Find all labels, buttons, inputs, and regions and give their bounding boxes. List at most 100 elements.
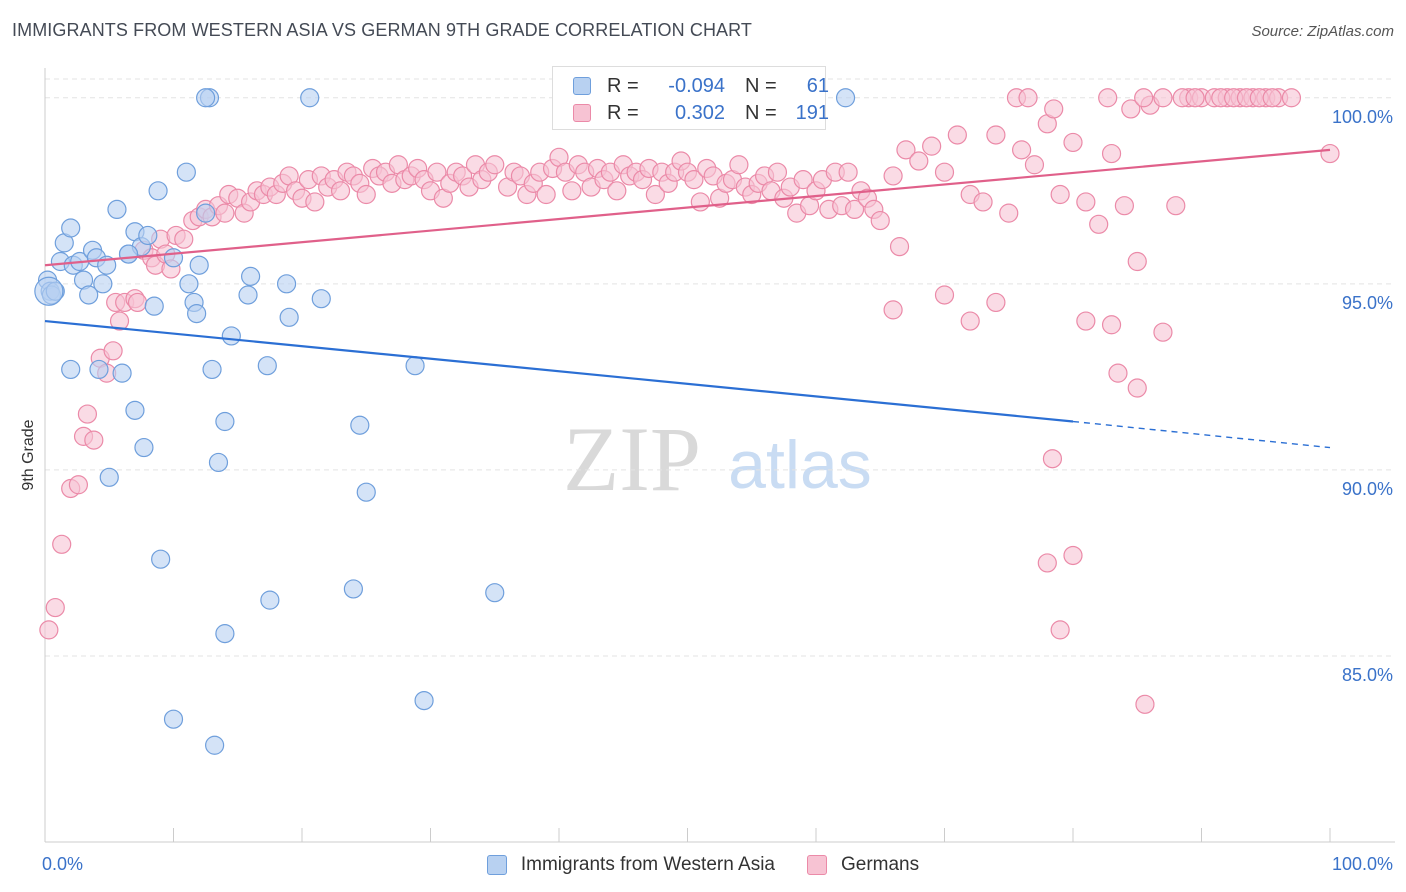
trendlines <box>44 148 1331 449</box>
germans-point <box>427 162 447 182</box>
germans-point <box>68 475 89 495</box>
immigrants-point <box>257 356 277 376</box>
chart-title: IMMIGRANTS FROM WESTERN ASIA VS GERMAN 9… <box>12 20 753 40</box>
germans-point <box>39 620 59 640</box>
immigrants-point <box>107 199 127 220</box>
germans-point <box>883 300 903 320</box>
y-tick-label: 85.0% <box>1342 665 1393 685</box>
germans-point <box>1042 449 1063 469</box>
immigrants-point <box>215 624 235 644</box>
germans-point <box>1114 196 1135 216</box>
watermark: ZIP atlas <box>563 408 872 510</box>
y-tick-label: 100.0% <box>1332 107 1393 127</box>
germans-point <box>1166 196 1186 216</box>
immigrants-point <box>208 452 229 473</box>
germans-trendline <box>44 148 1331 267</box>
immigrants-point <box>61 359 81 380</box>
immigrants-point <box>112 363 132 383</box>
x-tick-label-max: 100.0% <box>1332 854 1393 874</box>
germans-point <box>1320 143 1340 164</box>
germans-points <box>39 88 1340 714</box>
germans-point <box>1101 143 1122 164</box>
germans-point <box>330 181 351 201</box>
germans-point <box>1262 88 1282 108</box>
germans-point <box>793 170 813 190</box>
germans-point <box>729 155 749 175</box>
germans-point <box>485 155 505 175</box>
germans-point <box>999 203 1019 223</box>
immigrants-point <box>238 285 258 305</box>
germans-point <box>889 237 910 257</box>
germans-point <box>1037 553 1057 573</box>
legend-swatch-blue <box>486 855 507 875</box>
immigrants-point <box>279 307 299 327</box>
y-axis-label: 9th Grade <box>20 419 37 490</box>
germans-point <box>767 162 788 182</box>
germans-point <box>684 170 704 190</box>
immigrants-point <box>405 356 425 376</box>
immigrants-point <box>205 735 225 755</box>
stats-row-germans: R = 0.302 N = 191 <box>573 100 829 126</box>
immigrants-point <box>148 181 168 201</box>
immigrants-point <box>89 359 109 380</box>
immigrants-trendline <box>44 319 1074 423</box>
immigrants-point <box>300 88 320 108</box>
immigrants-point <box>99 467 119 487</box>
germans-point <box>947 125 967 145</box>
immigrants-point <box>196 203 216 223</box>
tick-labels: 85.0% 90.0% 95.0% 100.0% 0.0% 100.0% <box>42 107 1393 874</box>
stats-swatch-blue <box>573 77 591 95</box>
germans-point <box>45 597 65 618</box>
germans-point <box>174 229 194 249</box>
n-value: 61 <box>806 74 829 97</box>
germans-point <box>1281 88 1302 108</box>
germans-point <box>215 203 235 223</box>
germans-point <box>305 192 325 212</box>
germans-point <box>1063 545 1083 566</box>
germans-point <box>1153 322 1173 342</box>
germans-point <box>356 184 376 205</box>
legend-item-immigrants[interactable]: Immigrants from Western Asia <box>486 854 775 876</box>
legend-label-germans: Germans <box>840 854 920 875</box>
germans-point <box>986 125 1006 145</box>
immigrants-point <box>485 583 505 603</box>
germans-point <box>1108 363 1128 383</box>
germans-point <box>883 166 903 186</box>
immigrants-point <box>311 289 331 309</box>
y-tick-label: 90.0% <box>1342 479 1393 499</box>
germans-point <box>1101 315 1122 335</box>
immigrants-point <box>163 248 184 268</box>
germans-point <box>103 341 123 361</box>
immigrants-point <box>134 437 154 458</box>
legend-swatch-pink <box>806 855 827 875</box>
germans-point <box>1127 378 1147 398</box>
germans-point <box>1076 192 1096 212</box>
immigrants-point <box>356 482 376 502</box>
r-value: 0.302 <box>674 101 725 124</box>
germans-point <box>1121 99 1141 119</box>
immigrants-point-large <box>34 276 64 306</box>
legend-item-germans[interactable]: Germans <box>806 854 920 876</box>
germans-point <box>1135 694 1155 714</box>
germans-point <box>84 430 104 450</box>
r-label: R = <box>607 101 639 124</box>
r-label: R = <box>607 74 639 97</box>
germans-point <box>1024 155 1045 175</box>
germans-point <box>1127 251 1147 272</box>
immigrants-point <box>79 285 99 305</box>
immigrants-point <box>241 266 261 286</box>
germans-point <box>1011 140 1032 160</box>
germans-point <box>934 162 955 182</box>
immigrants-point <box>189 255 209 275</box>
germans-point <box>109 311 130 331</box>
immigrants-point <box>221 326 241 346</box>
germans-point <box>922 136 942 156</box>
series-legend: Immigrants from Western Asia Germans <box>0 852 1406 878</box>
immigrants-point <box>93 274 113 294</box>
r-value: -0.094 <box>668 74 725 97</box>
n-value: 191 <box>795 101 829 124</box>
germans-point <box>934 285 955 305</box>
stats-row-immigrants: R = -0.094 N = 61 <box>573 73 829 99</box>
germans-point <box>536 184 556 205</box>
immigrants-point <box>144 296 164 316</box>
